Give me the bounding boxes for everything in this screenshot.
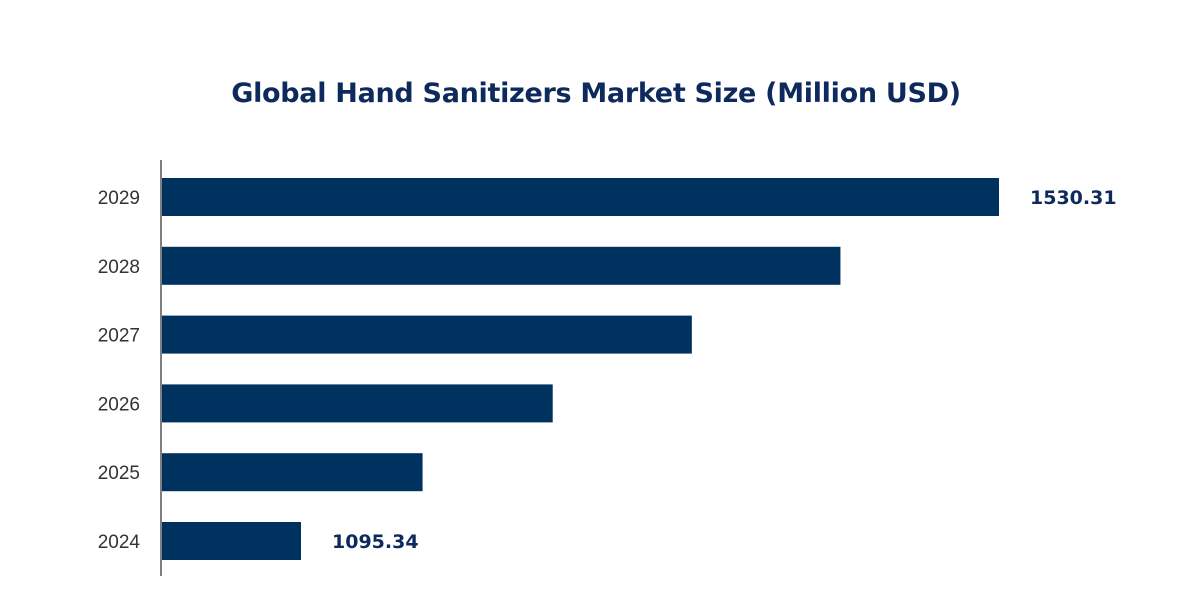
y-tick-label: 2027	[98, 326, 140, 347]
data-label-2024: 1095.34	[332, 531, 419, 553]
bar-2028	[162, 246, 841, 285]
bar-2026	[162, 384, 553, 423]
chart-title: Global Hand Sanitizers Market Size (Mill…	[231, 78, 961, 109]
bar-2024	[162, 522, 301, 560]
y-tick-label: 2029	[98, 188, 140, 209]
bar-2029	[162, 178, 999, 216]
data-label-2029: 1530.31	[1030, 187, 1117, 209]
y-tick-label: 2025	[98, 463, 140, 484]
bar-2027	[162, 315, 692, 354]
y-tick-label: 2028	[98, 257, 140, 278]
bar-2025	[162, 453, 423, 492]
y-tick-label: 2024	[98, 532, 141, 553]
y-tick-label: 2026	[98, 394, 140, 415]
